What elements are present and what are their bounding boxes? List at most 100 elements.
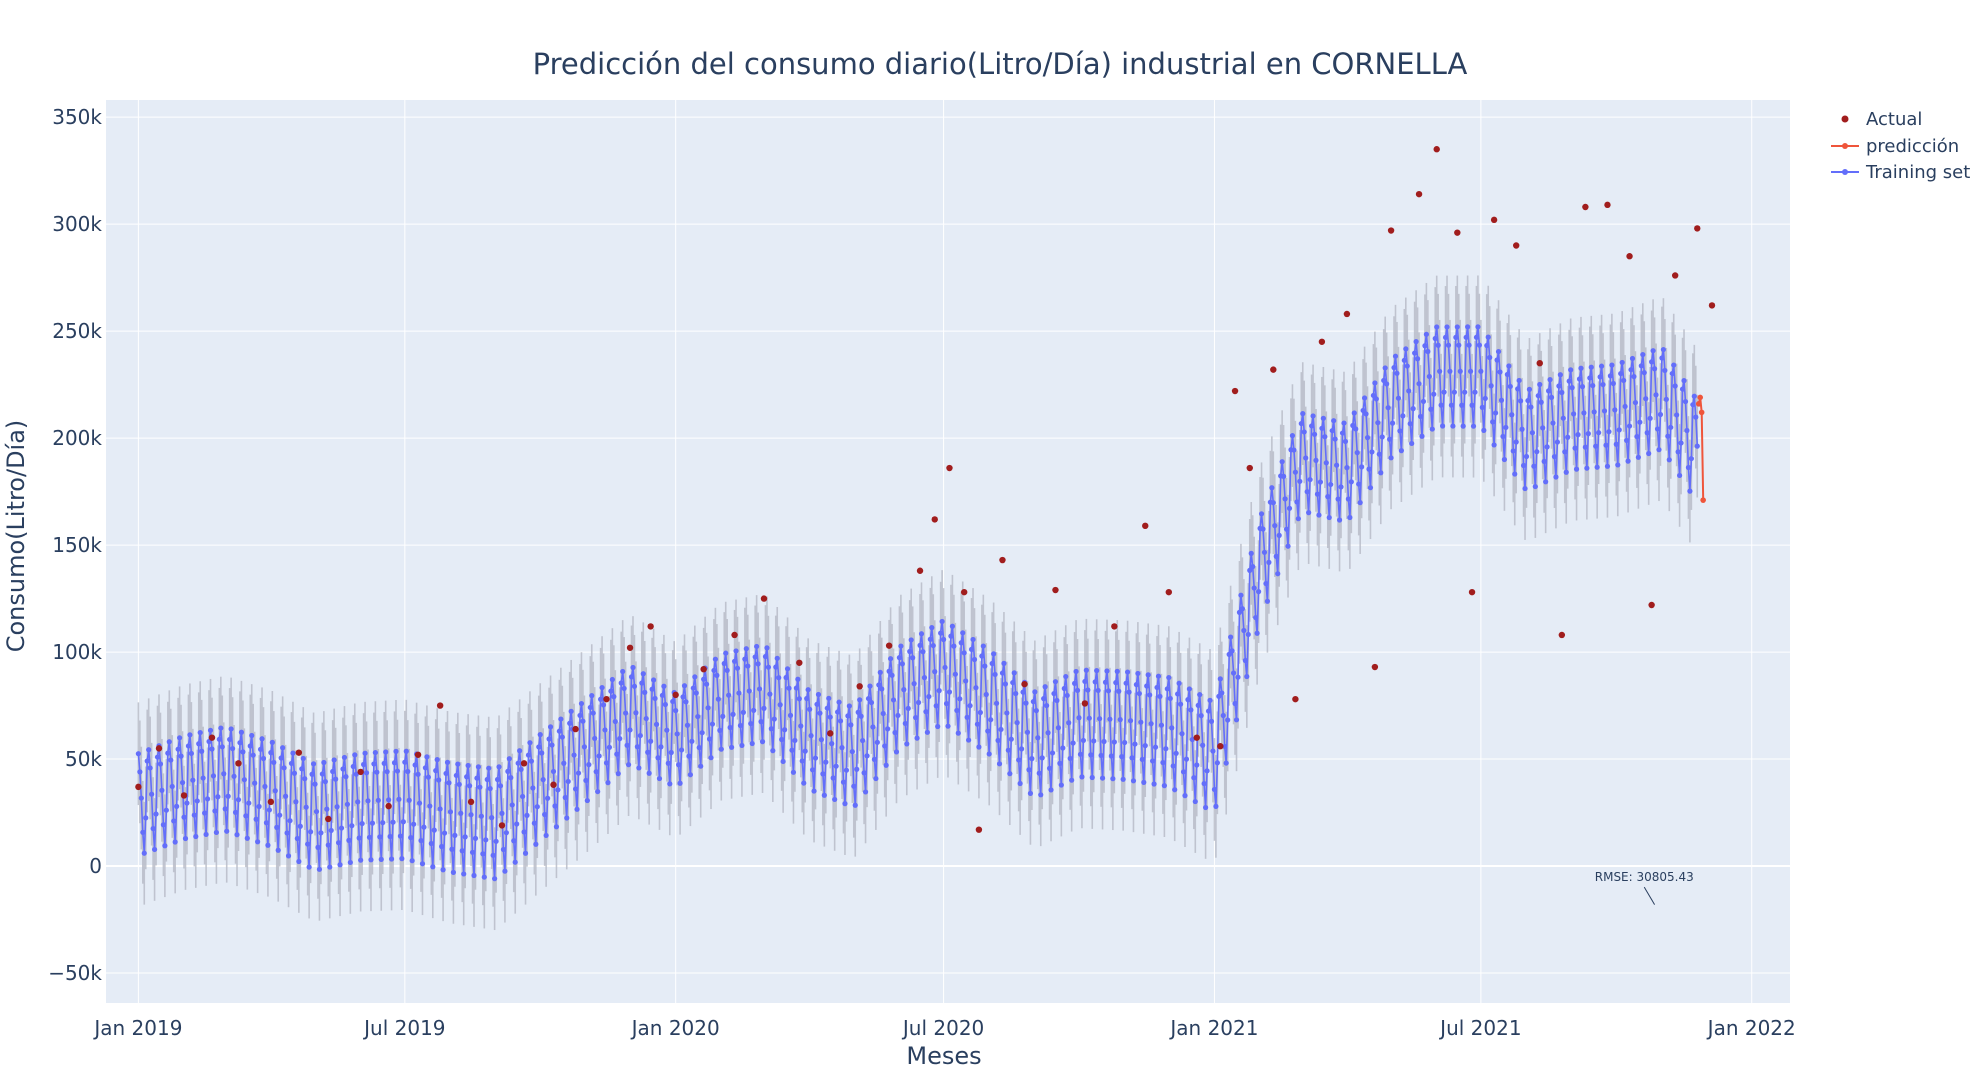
training-set-point [1024, 729, 1031, 735]
training-set-point [1665, 433, 1671, 439]
training-set-point [492, 876, 498, 882]
training-set-point [698, 763, 704, 769]
training-set-point [1311, 431, 1318, 437]
training-set-point [250, 752, 256, 758]
training-set-point [653, 721, 660, 727]
training-set-point [552, 803, 558, 809]
training-set-point [1531, 463, 1537, 469]
training-set-point [527, 740, 533, 746]
training-set-point [889, 672, 895, 678]
training-set-point [284, 830, 290, 836]
training-set-point [252, 780, 258, 786]
training-set-point [1223, 760, 1229, 766]
training-set-point [1441, 389, 1447, 395]
training-set-point [474, 775, 480, 781]
training-set-point [371, 761, 377, 767]
training-set-point [1052, 679, 1059, 685]
training-set-point [1317, 479, 1324, 485]
training-set-point [1666, 457, 1672, 463]
training-set-point [564, 815, 570, 821]
actual-point [999, 556, 1006, 564]
training-set-point [1457, 368, 1463, 374]
actual-point [672, 691, 679, 699]
training-set-point [1467, 368, 1474, 374]
training-set-point [808, 733, 814, 739]
training-set-point [966, 737, 972, 743]
training-set-point [565, 778, 571, 785]
training-set-point [238, 729, 245, 735]
training-set-point [1428, 406, 1434, 412]
training-set-point [384, 769, 390, 775]
training-set-point [399, 856, 405, 862]
training-set-point [1671, 362, 1677, 368]
actual-point [1433, 146, 1440, 153]
training-set-point [752, 654, 758, 660]
training-set-point [1575, 432, 1581, 438]
training-set-point [780, 758, 786, 765]
training-set-point [628, 674, 635, 680]
training-set-point [190, 777, 196, 783]
training-set-point [1389, 420, 1396, 426]
training-set-point [356, 835, 362, 841]
training-set-point [455, 761, 461, 767]
legend-item-training-set[interactable]: Training set [1831, 162, 1970, 183]
actual-point [1415, 190, 1423, 198]
training-set-point [767, 691, 773, 697]
training-set-point [783, 674, 789, 681]
training-set-point [1454, 324, 1460, 330]
training-set-point [683, 699, 689, 705]
x-axis-title: Meses [906, 1042, 981, 1070]
training-set-point [940, 636, 947, 643]
training-set-point [1559, 389, 1565, 396]
prediccion-point [1700, 497, 1706, 503]
training-set-point [690, 685, 696, 691]
training-set-point [1222, 743, 1228, 750]
training-set-point [883, 762, 889, 768]
training-set-point [988, 717, 994, 723]
training-set-point [1260, 526, 1266, 532]
training-set-point [1685, 464, 1692, 471]
training-set-point [1395, 395, 1402, 401]
training-set-point [910, 655, 916, 661]
training-set-point [305, 841, 311, 847]
training-set-point [1632, 399, 1639, 406]
actual-point [550, 781, 557, 788]
prediccion-point [1698, 409, 1705, 416]
training-set-point [834, 709, 841, 715]
training-set-point [458, 810, 464, 816]
training-set-point [512, 859, 518, 865]
training-set-point [1353, 426, 1359, 432]
training-set-point [1176, 680, 1182, 686]
training-set-point [1641, 370, 1647, 376]
training-set-point [562, 794, 568, 801]
training-set-point [1060, 745, 1066, 751]
training-set-point [1485, 334, 1491, 340]
training-set-point [358, 857, 364, 863]
training-set-point [1460, 423, 1466, 429]
legend-item-prediccion[interactable]: predicción [1831, 136, 1959, 157]
training-set-point [996, 761, 1003, 767]
training-set-point [1030, 699, 1036, 705]
training-set-point [1659, 355, 1665, 361]
training-set-point [674, 731, 680, 737]
training-set-point [1091, 738, 1097, 744]
training-set-point [272, 788, 278, 794]
prediccion-point [1697, 394, 1704, 401]
training-set-point [138, 795, 144, 801]
training-set-point [1359, 464, 1365, 470]
training-set-point [175, 746, 181, 752]
training-set-point [1341, 420, 1347, 426]
training-set-point [1469, 402, 1475, 408]
training-set-point [1041, 696, 1047, 702]
training-set-point [260, 755, 267, 762]
training-set-point [1640, 351, 1646, 358]
legend-item-actual[interactable]: Actual [1841, 109, 1923, 130]
training-set-point [1510, 448, 1516, 454]
training-set-point [1437, 368, 1443, 374]
training-set-point [405, 768, 411, 775]
training-set-point [717, 727, 723, 733]
training-set-point [1095, 687, 1101, 694]
training-set-point [1116, 688, 1122, 694]
training-set-point [1684, 427, 1690, 434]
training-set-point [328, 827, 334, 834]
